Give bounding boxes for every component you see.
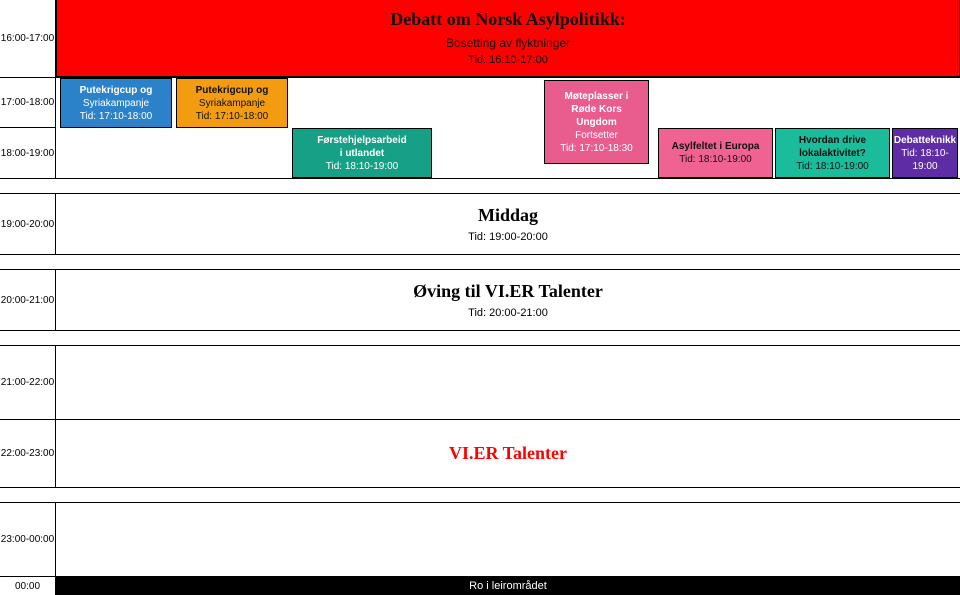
row-0000: 00:00 Ro i leirområdet bbox=[0, 577, 960, 595]
event-forstehjelp: Førstehjelpsarbeid i utlandet Tid: 18:10… bbox=[292, 128, 432, 178]
gap-3 bbox=[0, 331, 960, 345]
row-1700-1900: 17:00-18:00 18:00-19:00 Putekrigcup og S… bbox=[0, 78, 960, 178]
debate-sub: Bosetting av flyktninger bbox=[446, 36, 570, 52]
mote-l1: Møteplasser i bbox=[565, 90, 629, 103]
time-2200: 22:00-23:00 bbox=[0, 420, 56, 487]
mote-l3: Fortsetter bbox=[575, 129, 618, 142]
hvordan-l2: lokalaktivitet? bbox=[799, 147, 866, 160]
schedule: 16:00-17:00 Debatt om Norsk Asylpolitikk… bbox=[0, 0, 960, 595]
asyl-l1: Asylfeltet i Europa bbox=[672, 140, 760, 153]
row-2000: 20:00-21:00 Øving til VI.ER Talenter Tid… bbox=[0, 269, 960, 331]
time-1700: 17:00-18:00 bbox=[0, 78, 55, 128]
forstehjelp-l1: Førstehjelpsarbeid bbox=[317, 134, 406, 147]
forstehjelp-time: Tid: 18:10-19:00 bbox=[326, 160, 398, 173]
middag-time: Tid: 19:00-20:00 bbox=[468, 230, 548, 244]
event-asylfeltet: Asylfeltet i Europa Tid: 18:10-19:00 bbox=[658, 128, 773, 178]
vier-title: VI.ER Talenter bbox=[449, 442, 567, 465]
gap-1 bbox=[0, 179, 960, 193]
putekrig2-l2: Syriakampanje bbox=[199, 97, 265, 110]
time-1900: 19:00-20:00 bbox=[0, 194, 56, 254]
event-putekrig-1: Putekrigcup og Syriakampanje Tid: 17:10-… bbox=[60, 78, 172, 128]
putekrig1-time: Tid: 17:10-18:00 bbox=[80, 110, 152, 123]
time-2000: 20:00-21:00 bbox=[0, 270, 56, 330]
asyl-time: Tid: 18:10-19:00 bbox=[679, 153, 751, 166]
event-oving: Øving til VI.ER Talenter Tid: 20:00-21:0… bbox=[56, 270, 960, 330]
time-1800: 18:00-19:00 bbox=[0, 128, 55, 178]
forstehjelp-l2: i utlandet bbox=[340, 147, 384, 160]
putekrig1-l1: Putekrigcup og bbox=[80, 84, 153, 97]
oving-title: Øving til VI.ER Talenter bbox=[413, 280, 603, 303]
event-ro: Ro i leirområdet bbox=[56, 577, 960, 595]
debate-title: Debatt om Norsk Asylpolitikk: bbox=[390, 8, 626, 31]
gap-2 bbox=[0, 255, 960, 269]
debatt-l1: Debatteknikk bbox=[894, 134, 956, 147]
hvordan-time: Tid: 18:10-19:00 bbox=[796, 160, 868, 173]
middag-title: Middag bbox=[478, 204, 538, 227]
debatt-time: Tid: 18:10-19:00 bbox=[899, 147, 951, 173]
time-2300: 23:00-00:00 bbox=[0, 503, 56, 576]
row-2200: 22:00-23:00 VI.ER Talenter bbox=[0, 420, 960, 488]
time-0000: 00:00 bbox=[0, 577, 56, 595]
hvordan-l1: Hvordan drive bbox=[799, 134, 866, 147]
event-vier: VI.ER Talenter bbox=[56, 420, 960, 487]
oving-time: Tid: 20:00-21:00 bbox=[468, 306, 548, 320]
putekrig2-time: Tid: 17:10-18:00 bbox=[196, 110, 268, 123]
event-hvordan: Hvordan drive lokalaktivitet? Tid: 18:10… bbox=[775, 128, 890, 178]
mote-l2: Røde Kors Ungdom bbox=[551, 103, 642, 129]
event-middag: Middag Tid: 19:00-20:00 bbox=[56, 194, 960, 254]
event-moteplasser: Møteplasser i Røde Kors Ungdom Fortsette… bbox=[544, 80, 649, 164]
gap-4 bbox=[0, 488, 960, 502]
time-1600: 16:00-17:00 bbox=[0, 0, 56, 77]
debate-time: Tid: 16:10-17:00 bbox=[468, 53, 548, 67]
event-putekrig-2: Putekrigcup og Syriakampanje Tid: 17:10-… bbox=[176, 78, 288, 128]
row-1900: 19:00-20:00 Middag Tid: 19:00-20:00 bbox=[0, 193, 960, 255]
event-debate: Debatt om Norsk Asylpolitikk: Bosetting … bbox=[56, 0, 960, 77]
putekrig2-l1: Putekrigcup og bbox=[196, 84, 269, 97]
row-2300: 23:00-00:00 bbox=[0, 502, 960, 577]
ro-title: Ro i leirområdet bbox=[469, 579, 547, 593]
row-2100: 21:00-22:00 bbox=[0, 345, 960, 420]
mote-time: Tid: 17:10-18:30 bbox=[560, 142, 632, 155]
putekrig1-l2: Syriakampanje bbox=[83, 97, 149, 110]
time-2100: 21:00-22:00 bbox=[0, 346, 56, 419]
row-1600: 16:00-17:00 Debatt om Norsk Asylpolitikk… bbox=[0, 0, 960, 78]
event-debatteknikk: Debatteknikk Tid: 18:10-19:00 bbox=[892, 128, 958, 178]
